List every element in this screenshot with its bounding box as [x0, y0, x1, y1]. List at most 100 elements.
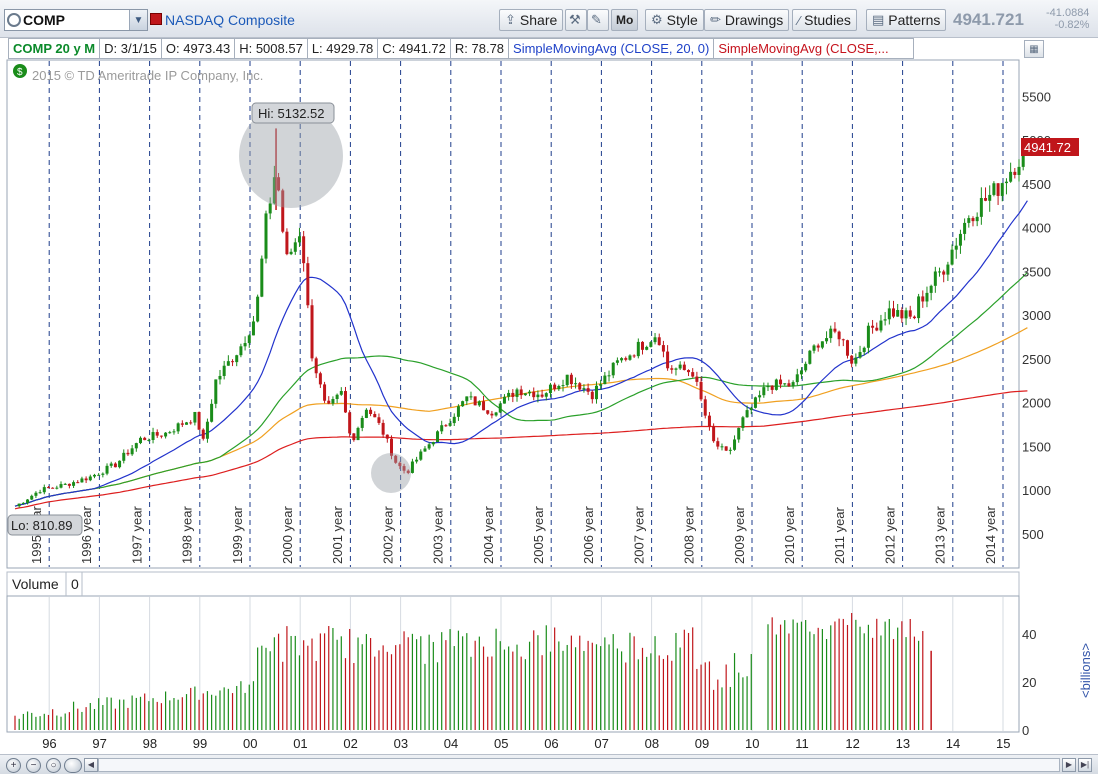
zoom-out-icon[interactable]: − [26, 758, 41, 773]
candle-body [502, 396, 506, 404]
x-tick-label: 98 [143, 736, 157, 751]
candle-body [385, 434, 389, 439]
red-flag-icon[interactable] [150, 13, 162, 25]
tools-button[interactable]: ⚒ [565, 9, 587, 31]
price-tick-label: 2500 [1022, 352, 1051, 367]
candle-body [456, 406, 460, 417]
candle-body [251, 321, 255, 336]
volume-header [6, 571, 1020, 597]
candle-body [787, 383, 791, 387]
candle-body [51, 487, 55, 489]
candle-body [515, 389, 519, 397]
candle-body [720, 446, 724, 448]
studies-button[interactable]: ⁄ Studies [792, 9, 857, 31]
candle-body [126, 452, 130, 455]
year-label: 2007 year [631, 506, 646, 564]
price-pane[interactable] [6, 59, 1020, 569]
last-price-bubble: 4941.72 [1021, 138, 1079, 156]
candle-body [423, 448, 427, 452]
low-highlight-circle [371, 453, 411, 493]
lo-label: Lo: 810.89 [11, 518, 72, 533]
wrench-button[interactable]: ✎ [587, 9, 609, 31]
toolbar: COMP ▼ NASDAQ Composite ⇪ Share ⚒ ✎ Mo ⚙ S… [0, 0, 1098, 38]
candle-body [703, 399, 707, 416]
chart-settings-icon[interactable]: ▦ [1024, 40, 1044, 58]
candle-body [636, 341, 640, 357]
x-tick-label: 99 [193, 736, 207, 751]
year-label: 2012 year [882, 506, 897, 564]
candle-body [21, 502, 25, 504]
symbol-gear-icon[interactable] [7, 13, 21, 27]
candle-body [314, 358, 318, 374]
candle-body [795, 374, 799, 383]
candle-body [749, 407, 753, 411]
drawings-button[interactable]: ✏ Drawings [704, 9, 790, 31]
x-tick-label: 15 [996, 736, 1010, 751]
candle-body [837, 331, 841, 340]
x-tick-label: 10 [745, 736, 759, 751]
candle-body [226, 361, 230, 366]
symbol-selector[interactable]: COMP ▼ [4, 9, 148, 31]
hi-label: Hi: 5132.52 [258, 106, 325, 121]
candle-body [958, 233, 962, 246]
drawings-label: Drawings [724, 12, 784, 28]
tools-icon: ⚒ [569, 12, 581, 27]
patterns-icon: ▤ [872, 12, 885, 27]
candle-body [574, 383, 578, 385]
candle-body [678, 364, 682, 369]
candle-body [975, 216, 979, 222]
symbol-input[interactable]: COMP [23, 12, 65, 28]
candle-body [302, 236, 306, 264]
sma-2-label[interactable]: SimpleMovingAvg (CLOSE,... [714, 38, 915, 59]
share-button[interactable]: ⇪ Share [499, 9, 564, 31]
time-scrollbar[interactable] [98, 758, 1060, 772]
last-price-label: 4941.72 [1024, 140, 1071, 155]
candle-body [661, 345, 665, 352]
zoom-fit-icon[interactable] [64, 758, 82, 773]
candle-body [1021, 145, 1025, 167]
x-tick-label: 04 [444, 736, 458, 751]
hi-highlight-circle [239, 104, 343, 208]
x-tick-label: 00 [243, 736, 257, 751]
candle-body [620, 358, 624, 361]
candle-body [17, 503, 21, 507]
candle-body [879, 320, 883, 331]
mo-button[interactable]: Mo [611, 9, 639, 31]
candle-body [130, 448, 134, 455]
open-value: O: 4973.43 [161, 38, 236, 59]
sma-20-label[interactable]: SimpleMovingAvg (CLOSE, 20, 0) [509, 38, 715, 59]
candle-body [101, 473, 105, 475]
candle-body [594, 385, 598, 400]
candle-body [783, 383, 787, 385]
scroll-end-icon[interactable]: ▶| [1078, 758, 1092, 772]
symbol-dropdown-icon[interactable]: ▼ [129, 10, 147, 30]
candle-body [724, 446, 728, 451]
candle-body [645, 346, 649, 350]
candle-body [394, 455, 398, 463]
candle-body [519, 389, 523, 396]
zoom-reset-icon[interactable]: ○ [46, 758, 61, 773]
candle-body [1017, 166, 1021, 175]
volume-value: 0 [71, 576, 79, 592]
aggregation-label[interactable]: COMP 20 y M [8, 38, 101, 59]
candle-body [205, 421, 209, 439]
zoom-in-icon[interactable]: + [6, 758, 21, 773]
candle-body [653, 337, 657, 343]
scroll-left-icon[interactable]: ◀ [84, 758, 98, 772]
candle-body [992, 183, 996, 195]
candle-body [904, 310, 908, 319]
candle-body [402, 466, 406, 471]
patterns-button[interactable]: ▤ Patterns [866, 9, 947, 31]
scroll-right-icon[interactable]: ▶ [1062, 758, 1076, 772]
candle-body [799, 370, 803, 375]
candle-body [465, 396, 469, 402]
style-button[interactable]: ⚙ Style [645, 9, 704, 31]
candle-body [544, 393, 548, 397]
candle-body [812, 345, 816, 351]
candle-body [548, 384, 552, 394]
x-tick-label: 13 [896, 736, 910, 751]
candle-body [147, 439, 151, 441]
candle-body [377, 417, 381, 423]
candle-body [912, 316, 916, 319]
